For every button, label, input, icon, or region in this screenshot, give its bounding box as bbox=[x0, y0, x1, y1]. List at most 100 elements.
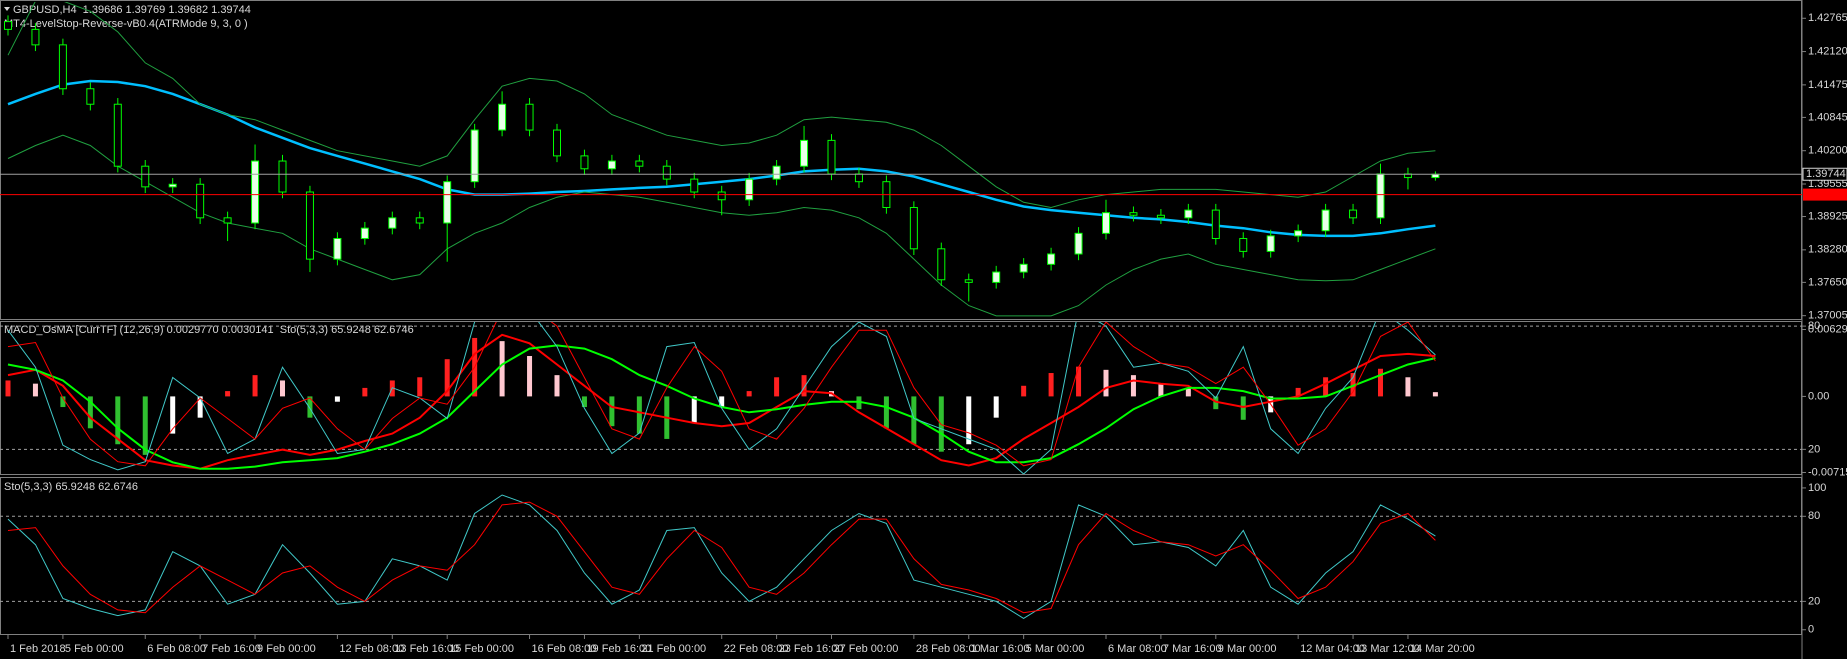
x-tick-label: 16 Feb 08:00 bbox=[532, 643, 597, 655]
y-tick-label: 0 bbox=[1808, 624, 1814, 636]
y-tick-label: 1.38280 bbox=[1808, 244, 1847, 256]
candle-body bbox=[690, 178, 699, 193]
histogram-bar bbox=[5, 380, 11, 397]
panel-plot bbox=[0, 2, 1802, 317]
histogram-bar bbox=[444, 359, 450, 397]
level-tag bbox=[1803, 188, 1847, 201]
histogram-bar bbox=[1240, 396, 1246, 420]
histogram-bar bbox=[142, 396, 148, 455]
candle-body bbox=[992, 271, 1001, 283]
candle-body bbox=[745, 178, 754, 201]
histogram-bar bbox=[115, 396, 121, 445]
x-tick-label: 9 Mar 00:00 bbox=[1218, 643, 1277, 655]
histogram-bar bbox=[197, 396, 203, 418]
histogram-bar bbox=[1295, 387, 1301, 397]
histogram-bar bbox=[1405, 377, 1411, 397]
panel-title: MACD_OsMA [CurrTF] (12,26,9) 0.0029770 0… bbox=[4, 324, 414, 336]
candle-body bbox=[113, 103, 122, 167]
histogram-bar bbox=[1378, 368, 1383, 397]
x-tick-label: 7 Feb 16:00 bbox=[202, 643, 261, 655]
x-tick-label: 21 Feb 00:00 bbox=[641, 643, 706, 655]
histogram-bar bbox=[1323, 377, 1329, 397]
indicator-line bbox=[7, 2, 1436, 209]
candle-body bbox=[1349, 209, 1358, 219]
indicator-line bbox=[7, 333, 1436, 470]
candle-body bbox=[86, 88, 95, 105]
candle-body bbox=[388, 217, 397, 229]
histogram-bar bbox=[719, 396, 725, 408]
candle-body bbox=[964, 279, 973, 283]
x-tick-label: 23 Feb 16:00 bbox=[779, 643, 844, 655]
candle-body bbox=[909, 207, 918, 250]
x-tick-label: 12 Mar 04:00 bbox=[1300, 643, 1365, 655]
candle-body bbox=[717, 191, 726, 201]
candle-body bbox=[4, 21, 12, 30]
histogram-bar bbox=[609, 396, 615, 427]
y-tick-label: -0.007156 bbox=[1808, 466, 1847, 478]
candle-body bbox=[827, 139, 836, 175]
x-tick-label: 6 Feb 08:00 bbox=[147, 643, 206, 655]
x-tick-label: 19 Feb 16:00 bbox=[586, 643, 651, 655]
y-tick-label: 1.41475 bbox=[1808, 79, 1847, 91]
y-tick-label: 0.006293 bbox=[1808, 323, 1847, 335]
histogram-bar bbox=[554, 375, 560, 397]
candle-body bbox=[470, 129, 479, 183]
histogram-bar bbox=[252, 375, 258, 397]
candle-body bbox=[1047, 253, 1056, 265]
histogram-bar bbox=[417, 377, 423, 397]
candle-body bbox=[1156, 214, 1165, 219]
candle-body bbox=[553, 129, 561, 157]
y-tick-label: 1.37005 bbox=[1808, 310, 1847, 322]
candle-body bbox=[443, 181, 452, 224]
histogram-bar bbox=[1076, 366, 1082, 397]
candle-body bbox=[1239, 237, 1248, 252]
panel-plot bbox=[0, 322, 1802, 474]
candle-body bbox=[1266, 235, 1275, 252]
x-tick-label: 1 Mar 16:00 bbox=[971, 643, 1030, 655]
panel-plot bbox=[0, 494, 1802, 619]
x-tick-label: 13 Mar 12:00 bbox=[1355, 643, 1420, 655]
candle-body bbox=[580, 155, 589, 170]
y-tick-label: 1.38925 bbox=[1808, 210, 1847, 222]
histogram-bar bbox=[1130, 375, 1136, 397]
candle-body bbox=[333, 237, 342, 260]
histogram-bar bbox=[1185, 387, 1191, 397]
candle-body bbox=[1211, 209, 1220, 239]
y-tick-label: 1.37650 bbox=[1808, 276, 1847, 288]
y-tick-label: 20 bbox=[1808, 595, 1820, 607]
histogram-bar bbox=[691, 396, 697, 423]
candle-body bbox=[498, 103, 507, 131]
candle-body bbox=[1376, 173, 1385, 219]
indicator-line bbox=[7, 79, 1436, 238]
histogram-bar bbox=[746, 391, 752, 397]
x-tick-label: 6 Mar 08:00 bbox=[1108, 643, 1167, 655]
histogram-bar bbox=[499, 341, 505, 397]
x-tick-label: 1 Feb 2018 bbox=[10, 643, 66, 655]
candle-body bbox=[607, 160, 616, 170]
histogram-bar bbox=[1158, 383, 1164, 397]
candle-body bbox=[1321, 209, 1330, 232]
last-price-tag bbox=[1802, 167, 1847, 181]
histogram-bar bbox=[1432, 392, 1438, 397]
y-tick-label: 20 bbox=[1808, 443, 1820, 455]
panel-title: Sto(5,3,3) 65.9248 62.6746 bbox=[4, 481, 138, 493]
candle-body bbox=[141, 165, 150, 188]
histogram-bar bbox=[883, 396, 889, 429]
x-tick-label: 27 Feb 00:00 bbox=[834, 643, 899, 655]
y-tick-label: 1.40200 bbox=[1808, 145, 1847, 157]
indicator-line bbox=[7, 501, 1436, 614]
indicator-line bbox=[7, 494, 1436, 619]
candle-body bbox=[415, 217, 424, 224]
histogram-bar bbox=[856, 396, 862, 410]
histogram-bar bbox=[32, 383, 38, 397]
menu-triangle[interactable] bbox=[4, 7, 10, 11]
histogram-bar bbox=[362, 387, 368, 397]
candle-body bbox=[1102, 212, 1110, 234]
histogram-bar bbox=[225, 391, 231, 397]
y-tick-label: 1.40845 bbox=[1808, 111, 1847, 123]
histogram-bar bbox=[801, 375, 807, 397]
last-price-label: 1.39744 bbox=[1806, 168, 1846, 180]
candle-body bbox=[635, 160, 644, 167]
candle-body bbox=[305, 191, 314, 260]
